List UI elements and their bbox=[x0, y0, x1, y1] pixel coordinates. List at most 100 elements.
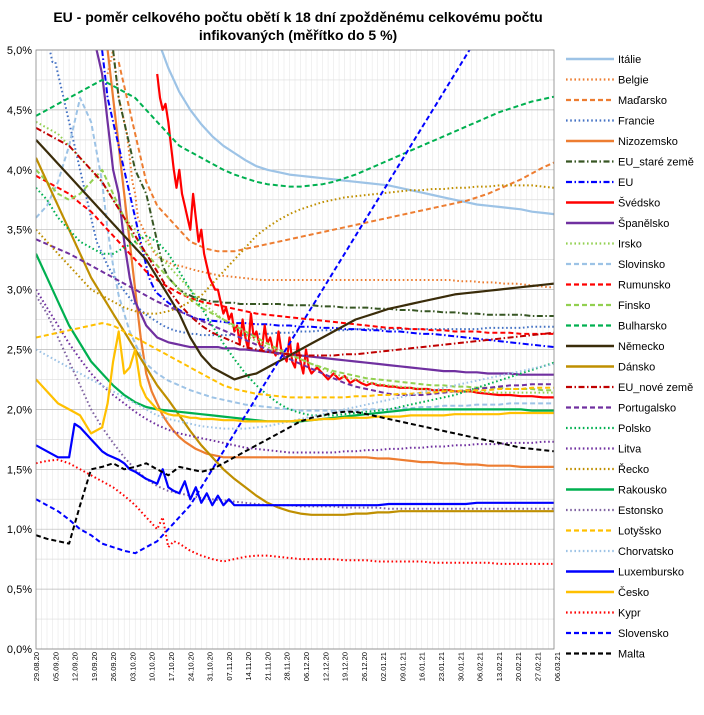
x-tick-label: 24.10.20 bbox=[186, 652, 195, 681]
chart-subtitle: infikovaných (měřítko do 5 %) bbox=[199, 27, 397, 43]
series-line-2 bbox=[117, 61, 554, 253]
x-tick-label: 03.10.20 bbox=[128, 652, 137, 681]
x-tick-label: 05.09.20 bbox=[51, 652, 60, 681]
y-tick-label: 1,5% bbox=[7, 464, 32, 476]
legend-label: Bulharsko bbox=[618, 321, 667, 333]
x-tick-label: 06.03.21 bbox=[553, 652, 562, 681]
x-tick-label: 20.02.21 bbox=[514, 652, 523, 681]
x-tick-label: 21.11.20 bbox=[263, 652, 272, 681]
legend-label: Švédsko bbox=[618, 197, 660, 210]
legend-label: Rakousko bbox=[618, 485, 667, 497]
series-line-6 bbox=[101, 50, 554, 349]
series-line-23 bbox=[36, 322, 554, 399]
series-line-16 bbox=[36, 127, 554, 357]
x-tick-label: 12.12.20 bbox=[321, 652, 330, 681]
x-tick-label: 19.12.20 bbox=[341, 652, 350, 681]
y-tick-label: 5,0% bbox=[7, 45, 32, 57]
series-line-1 bbox=[106, 50, 554, 289]
series-line-4 bbox=[106, 50, 554, 468]
x-tick-label: 29.08.20 bbox=[32, 652, 41, 681]
series-line-26 bbox=[36, 330, 554, 435]
legend-label: Belgie bbox=[618, 75, 649, 87]
x-tick-label: 06.02.21 bbox=[476, 652, 485, 681]
y-tick-label: 4,0% bbox=[7, 165, 32, 177]
legend-label: Portugalsko bbox=[618, 403, 676, 415]
series-layer bbox=[36, 50, 554, 565]
series-line-8 bbox=[95, 50, 554, 376]
x-tick-label: 02.01.21 bbox=[379, 652, 388, 681]
y-tick-label: 0,5% bbox=[7, 584, 32, 596]
legend: Itálie Belgie Maďarsko Francie Nizozemsko EU_… bbox=[566, 54, 694, 661]
legend-label: Řecko bbox=[618, 463, 649, 476]
legend-label: Itálie bbox=[618, 54, 641, 66]
legend-label: Estonsko bbox=[618, 505, 663, 517]
series-line-12 bbox=[36, 168, 554, 392]
legend-label: EU bbox=[618, 177, 633, 189]
legend-label: Slovensko bbox=[618, 628, 669, 640]
series-line-25 bbox=[36, 422, 554, 507]
legend-label: Finsko bbox=[618, 300, 650, 312]
y-tick-label: 3,0% bbox=[7, 285, 32, 297]
x-tick-label: 19.09.20 bbox=[90, 652, 99, 681]
legend-label: Chorvatsko bbox=[618, 546, 674, 558]
legend-label: Lotyšsko bbox=[618, 526, 661, 538]
x-tick-label: 28.11.20 bbox=[283, 652, 292, 681]
series-line-19 bbox=[36, 289, 554, 454]
x-tick-label: 27.02.21 bbox=[533, 652, 542, 681]
legend-label: Nizozemsko bbox=[618, 136, 678, 148]
chart-title: EU - poměr celkového počtu obětí k 18 dn… bbox=[53, 9, 542, 25]
y-tick-label: 2,0% bbox=[7, 404, 32, 416]
y-tick-label: 4,5% bbox=[7, 105, 32, 117]
series-line-28 bbox=[36, 50, 471, 555]
x-tick-label: 23.01.21 bbox=[437, 652, 446, 681]
legend-label: Malta bbox=[618, 649, 646, 661]
x-tick-label: 10.10.20 bbox=[148, 652, 157, 681]
series-line-22 bbox=[36, 295, 554, 510]
x-tick-label: 14.11.20 bbox=[244, 652, 253, 681]
x-tick-label: 09.01.21 bbox=[398, 652, 407, 681]
series-line-27 bbox=[36, 458, 554, 565]
legend-label: Kypr bbox=[618, 608, 641, 620]
x-tick-label: 12.09.20 bbox=[71, 652, 80, 681]
y-tick-label: 1,0% bbox=[7, 524, 32, 536]
series-line-9 bbox=[36, 121, 554, 394]
legend-label: Polsko bbox=[618, 423, 651, 435]
y-tick-label: 3,5% bbox=[7, 225, 32, 237]
legend-label: Luxembursko bbox=[618, 567, 684, 579]
legend-label: Francie bbox=[618, 116, 655, 128]
series-line-5 bbox=[112, 50, 554, 317]
legend-label: Česko bbox=[618, 586, 649, 599]
legend-label: Irsko bbox=[618, 239, 642, 251]
series-line-20 bbox=[36, 184, 554, 315]
series-line-11 bbox=[36, 174, 554, 335]
x-tick-label: 30.01.21 bbox=[456, 652, 465, 681]
y-tick-label: 2,5% bbox=[7, 345, 32, 357]
legend-label: Slovinsko bbox=[618, 259, 665, 271]
legend-label: Španělsko bbox=[618, 217, 669, 230]
legend-label: Německo bbox=[618, 341, 664, 353]
series-line-0 bbox=[160, 50, 554, 216]
y-tick-label: 0,0% bbox=[7, 644, 32, 656]
plot-frame bbox=[35, 49, 555, 650]
legend-label: Litva bbox=[618, 444, 642, 456]
legend-label: Dánsko bbox=[618, 362, 655, 374]
series-line-15 bbox=[36, 157, 554, 516]
x-tick-label: 16.01.21 bbox=[418, 652, 427, 681]
x-tick-label: 26.09.20 bbox=[109, 652, 118, 681]
legend-label: Maďarsko bbox=[618, 95, 667, 107]
x-tick-label: 26.12.20 bbox=[360, 652, 369, 681]
x-tick-label: 17.10.20 bbox=[167, 652, 176, 681]
x-tick-label: 07.11.20 bbox=[225, 652, 234, 681]
series-line-14 bbox=[36, 139, 554, 381]
x-tick-label: 31.10.20 bbox=[206, 652, 215, 681]
legend-label: EU_nové země bbox=[618, 382, 693, 394]
series-line-13 bbox=[36, 79, 554, 188]
legend-label: Rumunsko bbox=[618, 280, 671, 292]
x-tick-label: 13.02.21 bbox=[495, 652, 504, 681]
series-line-10 bbox=[36, 96, 554, 412]
series-line-18 bbox=[36, 187, 554, 417]
legend-label: EU_staré země bbox=[618, 157, 694, 169]
axes: 0,0% 0,5% 1,0% 1,5% 2,0% 2,5% 3,0% 3,5% 4,0% 4,5%… bbox=[7, 45, 562, 681]
